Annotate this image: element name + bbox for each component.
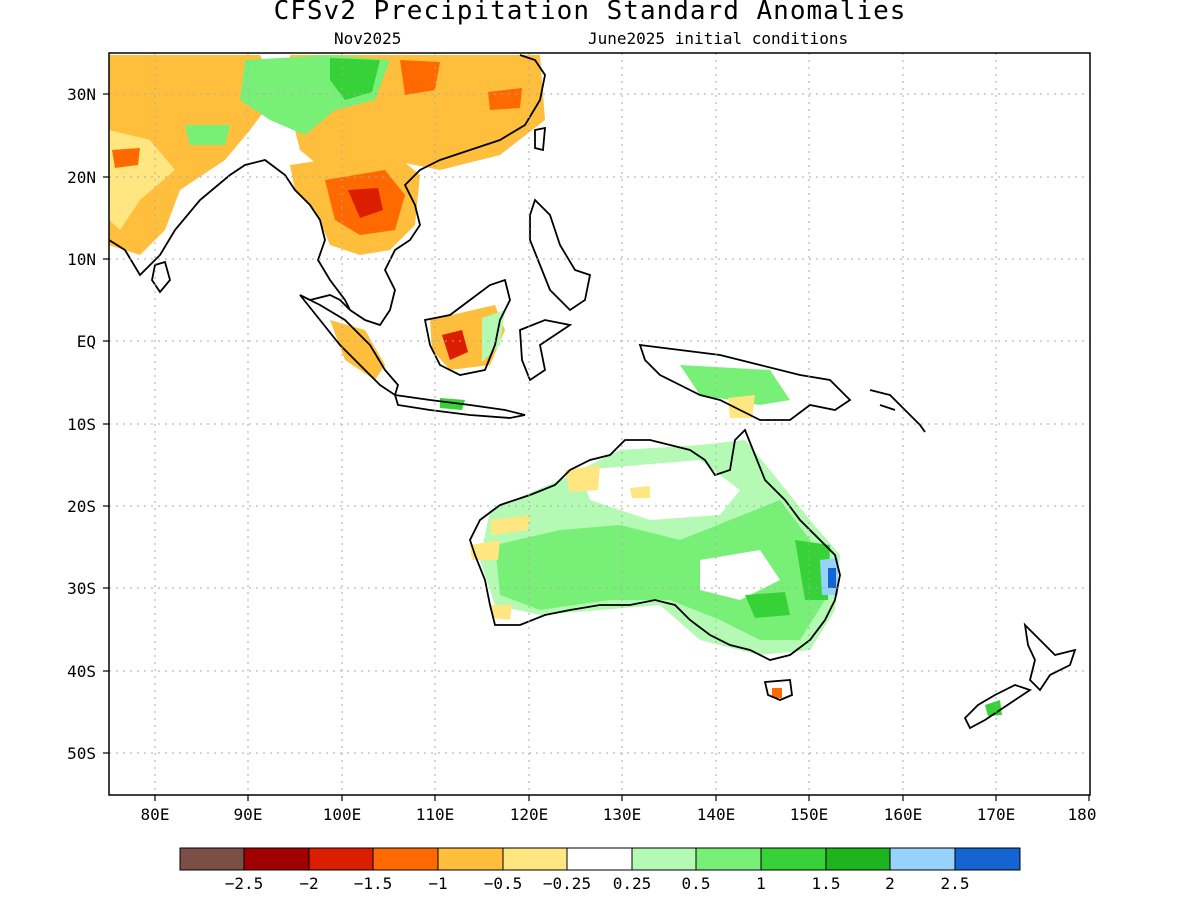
lat-label: 30S	[67, 579, 96, 598]
coast-borneo	[423, 278, 511, 376]
colorbar-label: 1.5	[812, 874, 841, 893]
coast-new-zealand-south	[963, 684, 1033, 730]
coast-australia	[469, 428, 841, 661]
anomaly-patch-india-wet	[185, 125, 230, 145]
colorbar-swatch	[889, 847, 956, 871]
lat-label: 10N	[67, 250, 96, 269]
lon-label: 180	[1068, 805, 1097, 824]
lon-label: 170E	[977, 805, 1016, 824]
anomaly-patch-tasmania	[772, 688, 782, 698]
coastlines	[109, 54, 1077, 730]
colorbar-swatch	[372, 847, 439, 871]
coast-sumatra	[299, 294, 400, 397]
colorbar-swatch	[760, 847, 827, 871]
anomaly-patch-australia-w-dry	[470, 540, 500, 560]
lat-label: 40S	[67, 662, 96, 681]
colorbar-label: −1	[428, 874, 447, 893]
lon-label: 130E	[603, 805, 642, 824]
coast-asia	[109, 54, 546, 327]
colorbar-swatch	[179, 847, 245, 871]
coast-taiwan	[534, 126, 547, 152]
coast-tasmania	[763, 679, 793, 701]
chart-title: CFSv2 Precipitation Standard Anomalies	[273, 0, 907, 26]
colorbar-label: 0.25	[613, 874, 652, 893]
lat-label: EQ	[77, 332, 96, 351]
lat-label: 50S	[67, 744, 96, 763]
lon-label: 140E	[697, 805, 736, 824]
lat-labels: 30N 20N 10N EQ 10S 20S 30S 40S 50S	[67, 85, 96, 763]
colorbar-swatch	[566, 847, 633, 871]
anomaly-field	[109, 55, 1002, 716]
colorbar-swatch	[308, 847, 374, 871]
coast-philippines	[529, 198, 592, 312]
anomaly-patch-australia-strong	[745, 592, 790, 618]
colorbar-swatch	[502, 847, 568, 871]
colorbar-swatch	[954, 847, 1021, 871]
anomaly-patch-australia-c-dry	[630, 486, 650, 498]
colorbar-label: −0.25	[543, 874, 591, 893]
lon-label: 160E	[884, 805, 923, 824]
colorbar-label: −1.5	[354, 874, 393, 893]
colorbar-label: −2.5	[225, 874, 264, 893]
anomaly-patch-australia-dry-center	[580, 460, 740, 520]
lat-ticks	[103, 93, 109, 754]
anomaly-patch-india-dry	[112, 148, 140, 168]
lat-label: 30N	[67, 85, 96, 104]
coast-sulawesi	[519, 319, 573, 382]
anomaly-patch-australia-n-dry	[565, 465, 600, 492]
coast-solomon	[869, 389, 926, 433]
lon-labels: 80E 90E 100E 110E 120E 130E 140E 150E 16…	[141, 805, 1097, 824]
colorbar-label: 1	[756, 874, 766, 893]
colorbar-label: −0.5	[484, 874, 523, 893]
colorbar-swatch	[631, 847, 697, 871]
anomaly-patch-borneo-dry	[442, 330, 468, 360]
coast-sri-lanka	[151, 260, 171, 294]
initial-conditions: June2025 initial conditions	[588, 29, 849, 48]
gridlines	[109, 53, 1090, 795]
lon-label: 100E	[323, 805, 362, 824]
anomaly-patch-south-asia	[109, 55, 280, 255]
anomaly-patch-indochina-core	[348, 188, 383, 218]
colorbar-swatch	[825, 847, 891, 871]
anomaly-patch-java	[440, 398, 465, 410]
anomaly-patch-new-guinea	[680, 365, 790, 405]
colorbar-swatch	[437, 847, 504, 871]
anomaly-patch-australia-nw-dry	[490, 515, 530, 535]
lat-label: 10S	[67, 415, 96, 434]
colorbar: −2.5 −2 −1.5 −1 −0.5 −0.25 0.25 0.5 1 1.…	[179, 847, 1021, 893]
coast-new-zealand-north	[1023, 622, 1077, 692]
anomaly-patch-china-dry	[400, 60, 440, 95]
lon-label: 110E	[416, 805, 455, 824]
anomaly-patch-australia-east-core	[828, 568, 836, 588]
lon-label: 120E	[510, 805, 549, 824]
lon-label: 150E	[790, 805, 829, 824]
lat-label: 20S	[67, 497, 96, 516]
anomaly-patch-australia-strong2	[795, 540, 830, 600]
colorbar-label: 0.5	[682, 874, 711, 893]
colorbar-label: 2.5	[941, 874, 970, 893]
lon-ticks	[154, 795, 1090, 801]
lon-label: 80E	[141, 805, 170, 824]
anomaly-patch-australia-sw-dry	[490, 605, 512, 620]
colorbar-label: −2	[299, 874, 318, 893]
anomaly-patch-new-guinea-dry	[728, 395, 755, 418]
colorbar-label: 2	[885, 874, 895, 893]
anomaly-patch-china-dry2	[488, 88, 522, 110]
anomaly-patch-sumatra	[330, 320, 385, 380]
coast-new-guinea	[638, 343, 852, 421]
colorbar-swatch	[695, 847, 762, 871]
forecast-month: Nov2025	[334, 29, 402, 48]
lat-label: 20N	[67, 168, 96, 187]
lon-label: 90E	[234, 805, 263, 824]
colorbar-swatch	[243, 847, 310, 871]
anomaly-patch-australia-wet	[495, 500, 825, 640]
coast-java	[393, 393, 526, 419]
